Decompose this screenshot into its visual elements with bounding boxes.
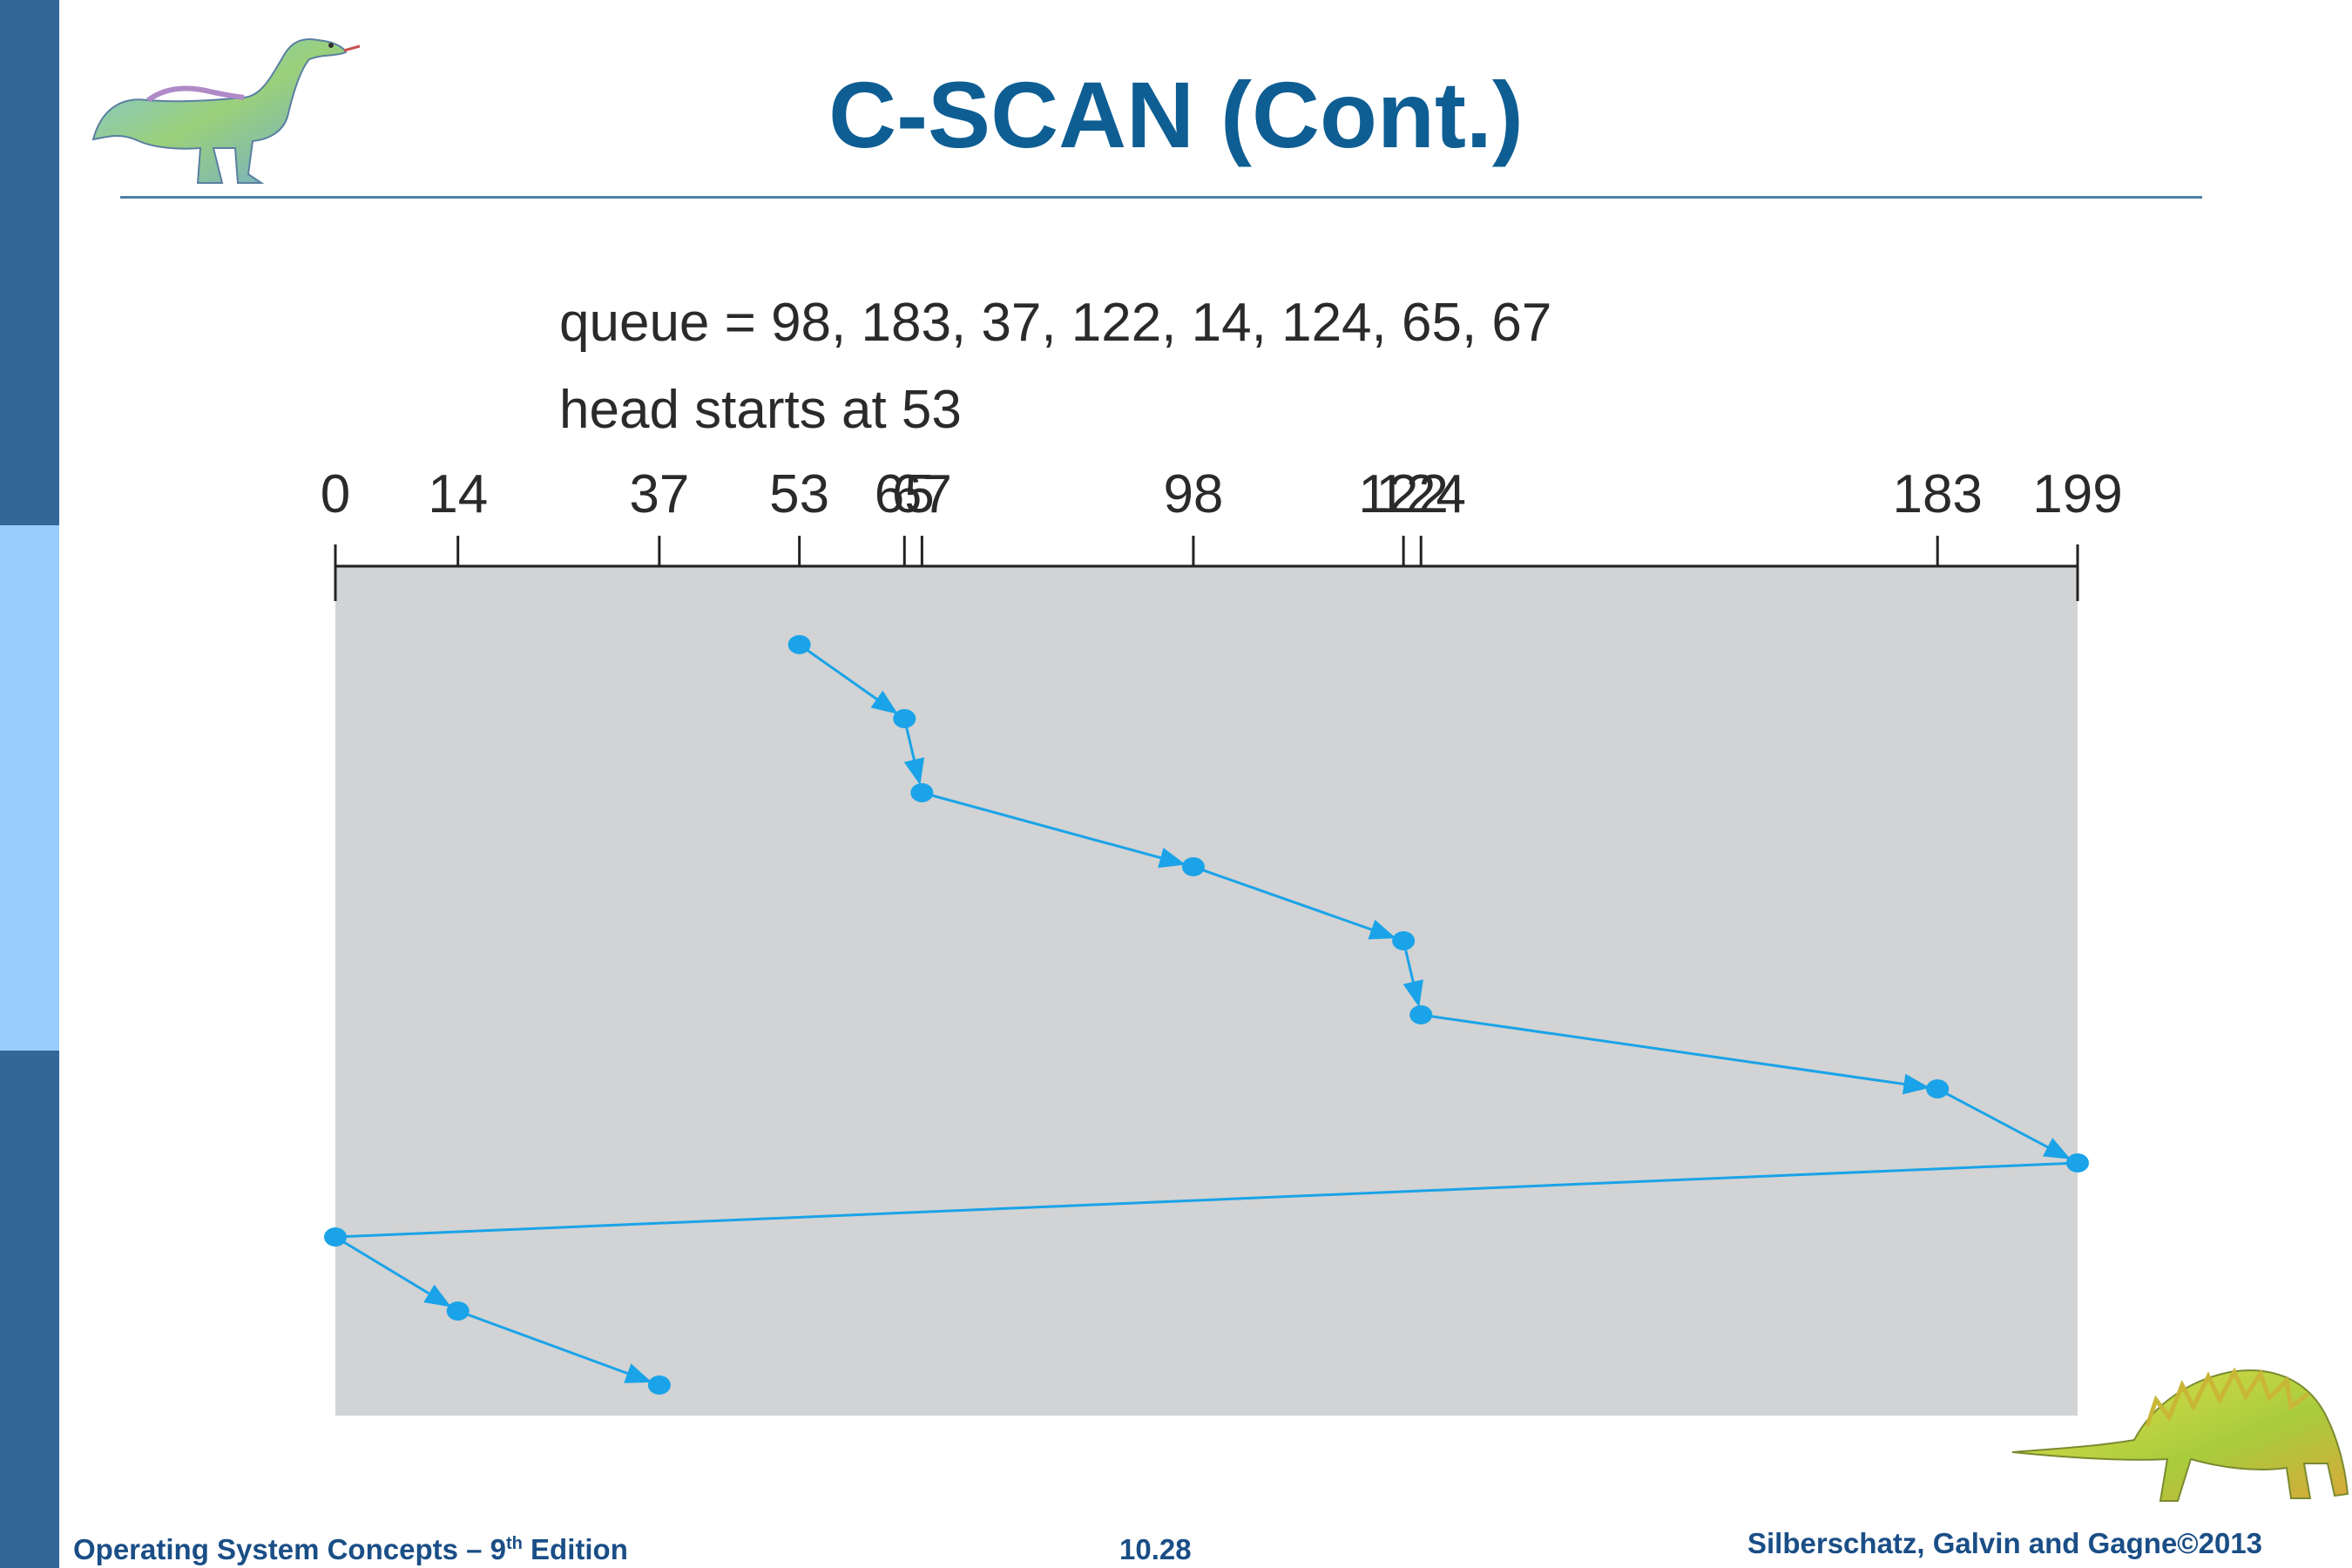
head-position-point [446,1301,470,1321]
head-position-point [893,709,916,728]
side-band-bottom [0,1051,59,1568]
head-position-point [1392,931,1416,950]
axis-tick-label: 67 [892,464,952,524]
dinosaur-icon [91,38,361,184]
seek-path-segment [1936,1087,2072,1159]
axis-tick-label: 14 [428,464,488,524]
footer-page-number: 10.28 [1119,1533,1192,1565]
seek-path-segment [1402,940,1423,1008]
head-position-point [2066,1153,2089,1173]
queue-line: queue = 98, 183, 37, 122, 14, 124, 65, 6… [559,293,1552,353]
footer-book-prefix: Operating System Concepts – 9 [73,1533,506,1565]
title-divider [120,196,2202,199]
head-start-line: head starts at 53 [559,380,962,440]
seek-path-segment [335,1235,452,1308]
head-position-point [1181,857,1205,876]
head-position-point [324,1227,347,1247]
seek-path-segment [921,791,1186,868]
axis-tick-label: 124 [1376,464,1466,524]
footer-book-sup: th [505,1534,523,1553]
axis-tick-label: 98 [1163,464,1223,524]
head-position-point [1409,1005,1433,1024]
seek-path-segment [798,643,898,714]
dinosaur-icon [2011,1367,2349,1502]
seek-path-segment [902,718,925,786]
axis-tick-label: 199 [2032,464,2122,524]
head-position-point [787,635,811,654]
seek-path-segment [1193,865,1396,940]
footer-book-title: Operating System Concepts – 9th Edition [73,1535,628,1564]
side-band-top [0,0,59,525]
return-sweep-line [335,1161,2078,1239]
axis-tick-label: 37 [629,464,689,524]
diagram-panel [335,564,2078,1416]
footer-book-suffix: Edition [522,1533,628,1565]
head-position-point [647,1375,671,1395]
seek-path-segment [1421,1013,1930,1095]
axis-tick-label: 53 [769,464,829,524]
axis-tick-label: 183 [1892,464,1982,524]
side-band-middle [0,525,59,1051]
head-position-point [910,783,934,802]
axis-tick-label: 65 [875,464,935,524]
slide-title: C-SCAN (Cont.) [828,62,1524,167]
axis-tick-label: 0 [321,464,350,524]
axis-tick-label: 122 [1358,464,1448,524]
head-position-point [1926,1079,1950,1098]
seek-path-segment [457,1309,652,1383]
footer-copyright: Silberschatz, Galvin and Gagne©2013 [1747,1527,2263,1559]
